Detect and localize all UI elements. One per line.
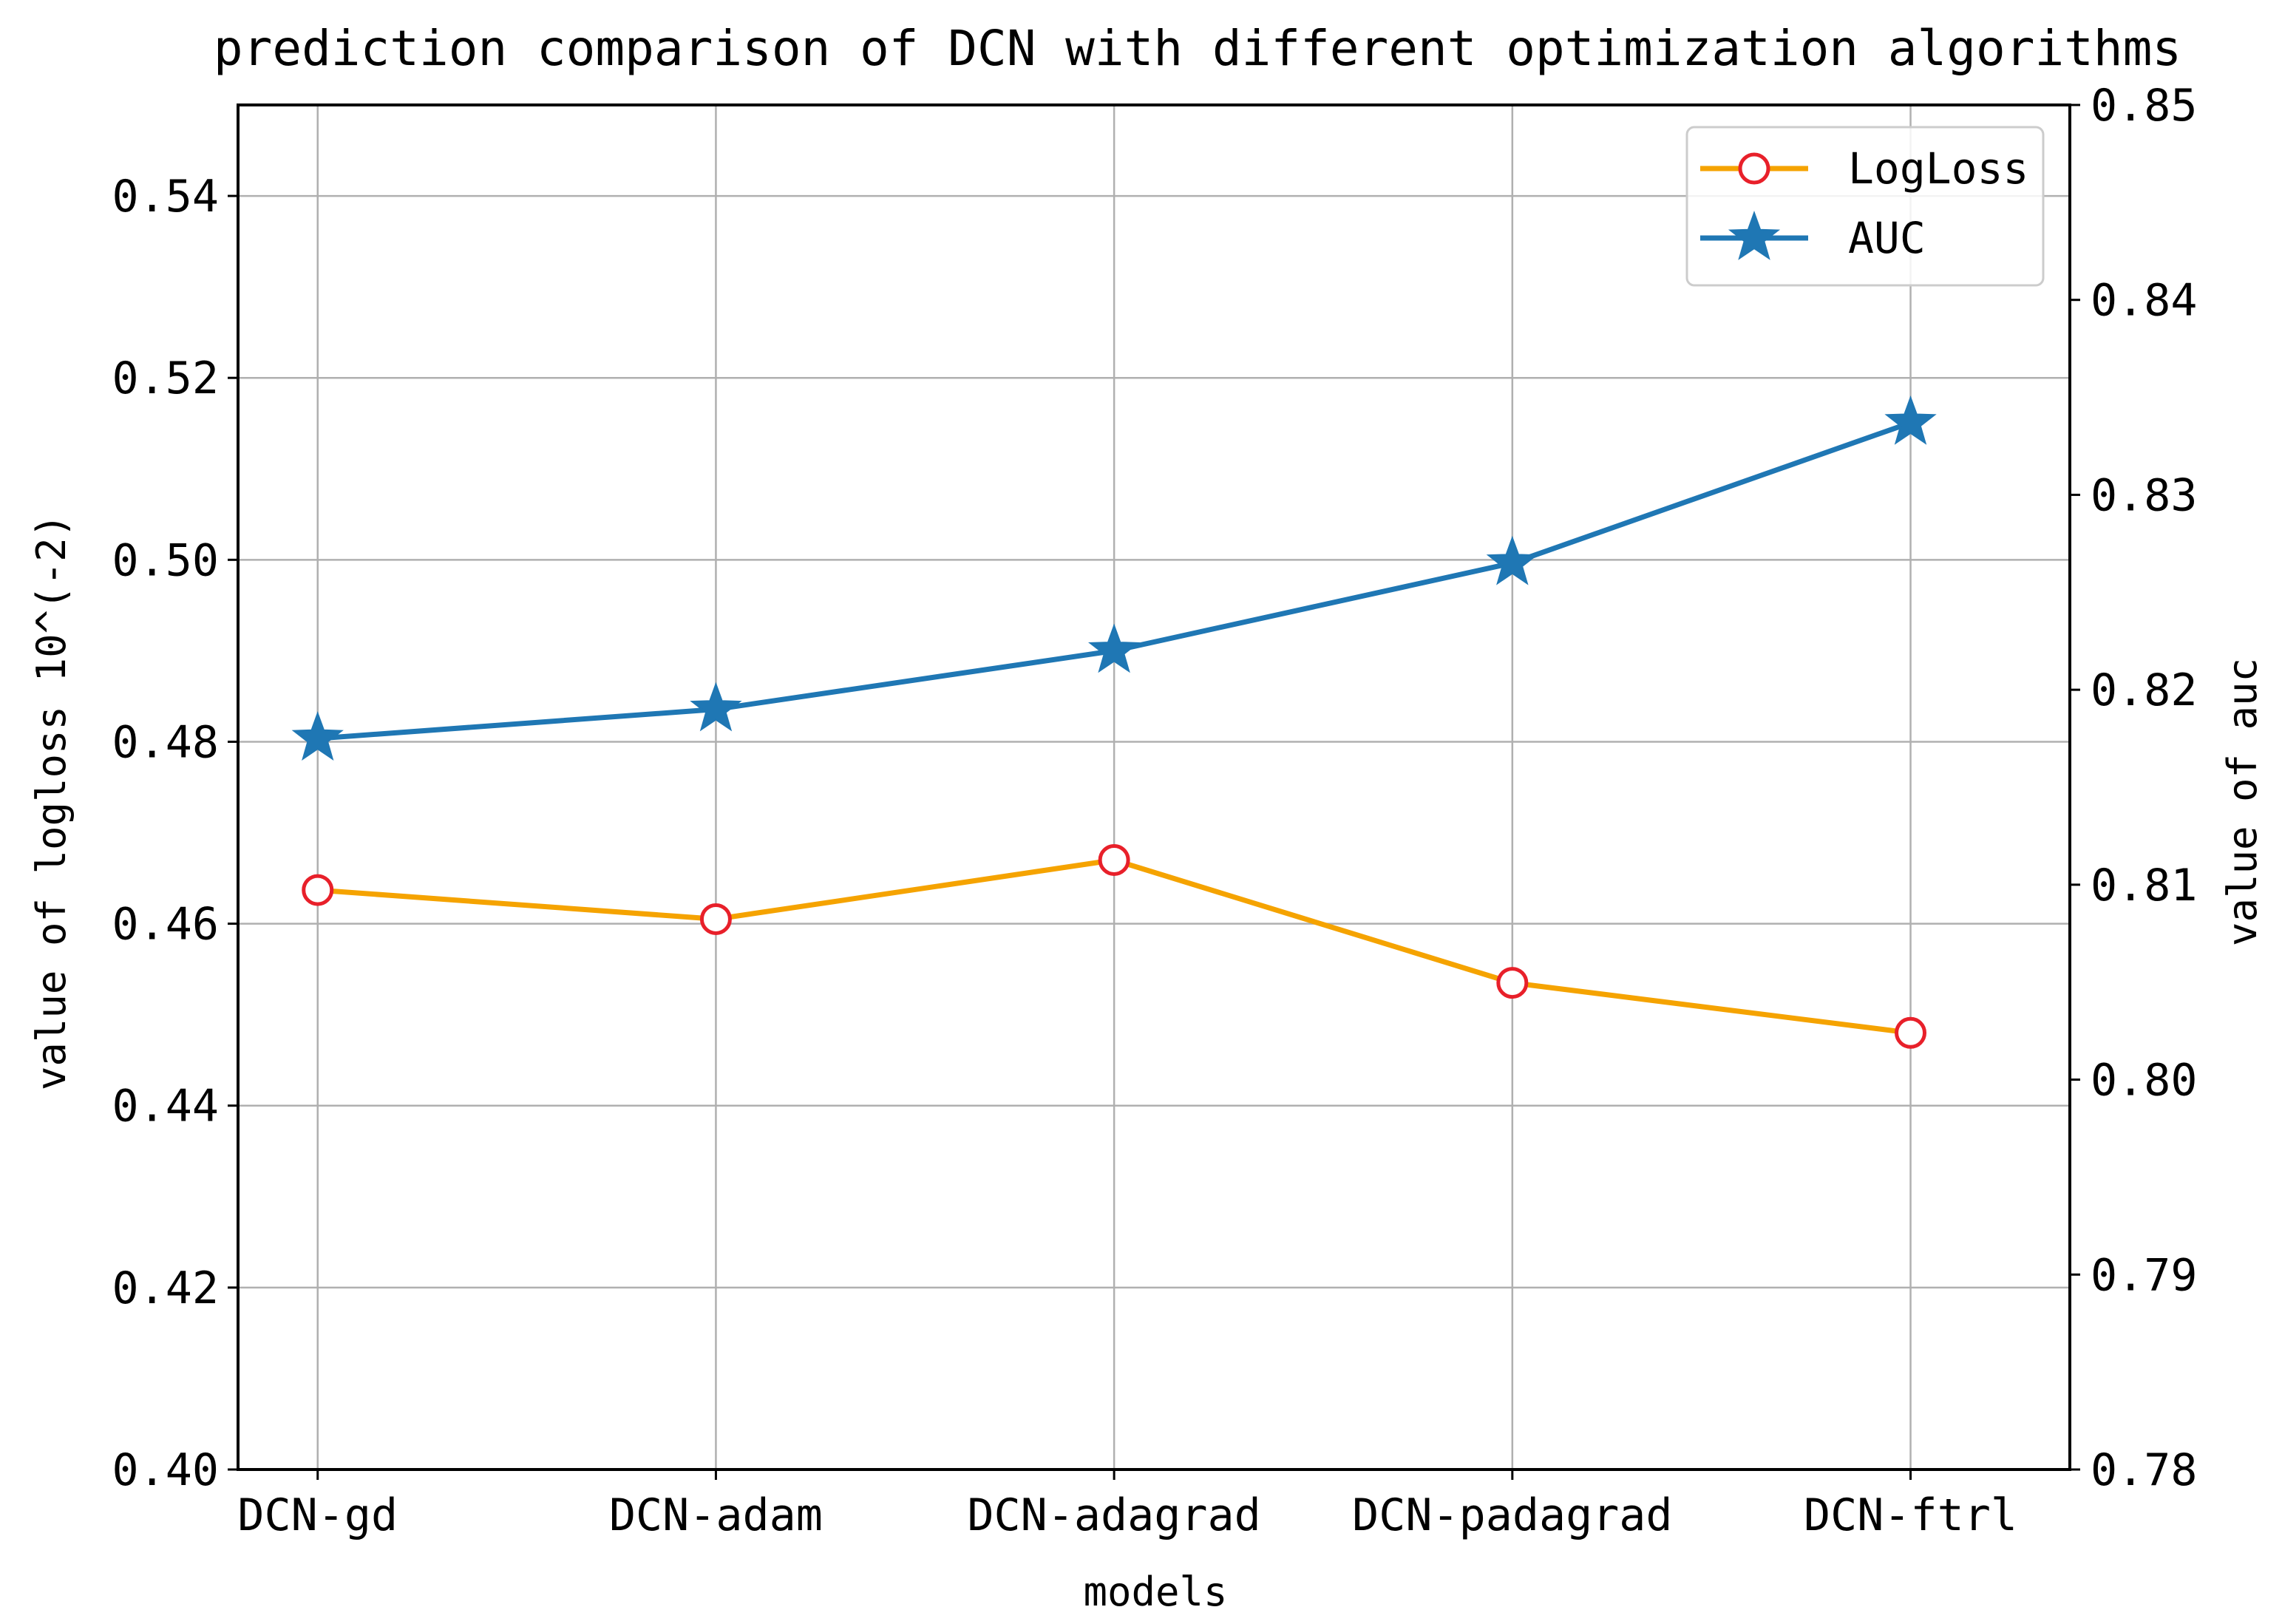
y-left-tick-label: 0.42 (112, 1263, 220, 1314)
legend: LogLoss AUC (1685, 126, 2045, 287)
y-left-tick-label: 0.44 (112, 1081, 220, 1132)
logloss-point (699, 903, 732, 935)
auc-point (690, 682, 742, 732)
y-right-tick-label: 0.78 (2091, 1444, 2198, 1496)
y-right-tick-label: 0.82 (2091, 665, 2198, 716)
legend-label-auc: AUC (1848, 213, 1926, 263)
x-axis-label: models (1083, 1569, 1227, 1615)
y-left-tick-label: 0.46 (112, 899, 220, 951)
y-right-tick-label: 0.85 (2091, 80, 2198, 132)
y-right-tick-label: 0.80 (2091, 1055, 2198, 1107)
y-left-tick-label: 0.54 (112, 171, 220, 222)
auc-point (291, 711, 344, 761)
logloss-point (1496, 967, 1529, 999)
y-axis-label-left: value of logloss 10^(-2) (28, 514, 75, 1090)
legend-label-logloss: LogLoss (1848, 143, 2028, 194)
x-tick-label: DCN-adam (609, 1489, 823, 1541)
grid-layer (238, 105, 2070, 1471)
auc-point (1884, 395, 1937, 445)
y-right-tick-label: 0.83 (2091, 469, 2198, 521)
chart-title: prediction comparison of DCN with differ… (214, 20, 2181, 77)
y-left-tick-label: 0.40 (112, 1444, 220, 1496)
y-right-tick-label: 0.81 (2091, 860, 2198, 911)
y-axis-label-right: value of auc (2219, 658, 2266, 946)
y-left-tick-label: 0.48 (112, 716, 220, 768)
auc-point (1486, 535, 1538, 585)
series-layer (291, 395, 1937, 1049)
legend-marker-logloss (1738, 152, 1770, 185)
y-right-tick-label: 0.84 (2091, 275, 2198, 327)
logloss-point (1895, 1016, 1927, 1049)
y-left-tick-label: 0.52 (112, 353, 220, 404)
logloss-point (1098, 843, 1130, 876)
y-left-tick-label: 0.50 (112, 534, 220, 586)
legend-marker-auc (1728, 211, 1781, 260)
y-right-tick-label: 0.79 (2091, 1249, 2198, 1301)
x-tick-label: DCN-gd (237, 1489, 398, 1541)
ticks-layer: DCN-gd DCN-adam DCN-adagrad DCN-padagrad DCN… (112, 80, 2198, 1541)
x-tick-label: DCN-adagrad (967, 1489, 1260, 1541)
x-tick-label: DCN-padagrad (1352, 1489, 1672, 1541)
logloss-point (302, 874, 334, 906)
auc-point (1088, 623, 1141, 673)
x-tick-label: DCN-ftrl (1804, 1489, 2017, 1541)
plot-frame (237, 103, 2071, 1471)
